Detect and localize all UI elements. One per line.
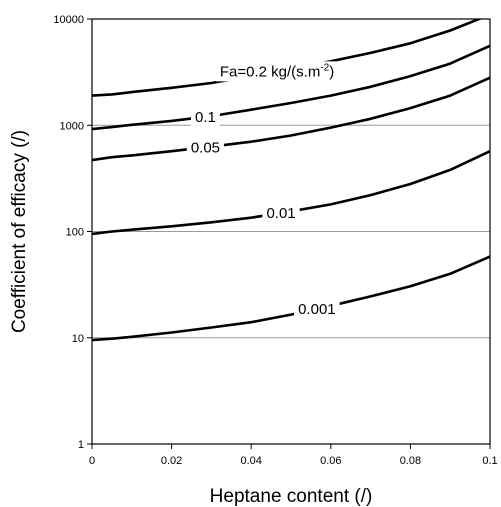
series-label-text: 0.001 — [298, 301, 336, 318]
gridlines — [92, 124, 490, 339]
series-label-0: Fa=0.2 kg/(s.m-2) — [215, 61, 339, 82]
y-tick-label: 10000 — [53, 14, 84, 26]
series-label-text: 0.05 — [191, 139, 220, 156]
series-label-main: Fa=0.2 kg/(s.m — [220, 63, 320, 80]
y-axis-title: Coefficient of efficacy (/) — [9, 130, 30, 333]
series-label-background — [186, 138, 225, 158]
x-tick-label: 0.08 — [400, 455, 421, 467]
x-tick-label: 0.04 — [240, 455, 261, 467]
series-label-main: 0.001 — [298, 301, 336, 318]
series-label-text: Fa=0.2 kg/(s.m-2) — [220, 62, 334, 80]
series-label-main: 0.01 — [266, 205, 295, 222]
x-tick-label: 0.06 — [320, 455, 341, 467]
series-label-background — [191, 107, 220, 127]
series-label-text: 0.1 — [195, 109, 216, 126]
curve-labels: Fa=0.2 kg/(s.m-2) 0.1 0.05 0.01 0.001 — [186, 61, 340, 319]
y-tick-label: 1000 — [60, 120, 84, 132]
x-tick-label: 0.02 — [161, 455, 182, 467]
series-label-superscript: -2 — [320, 62, 329, 73]
series-label-background — [215, 61, 339, 82]
series-line-1 — [92, 44, 490, 131]
series-label-4: 0.001 — [294, 299, 340, 319]
y-tick-label: 100 — [66, 227, 84, 239]
y-tick-label: 10 — [72, 333, 84, 345]
series-label-tail: ) — [329, 63, 334, 80]
series-label-background — [262, 203, 300, 223]
axis-ticks: 1 10 100 1000 10000 0 0.02 0.04 0.06 0.08 0.1 — [53, 14, 497, 467]
series-line-4 — [92, 255, 490, 342]
series-line-2 — [92, 76, 490, 162]
series-label-background — [294, 299, 340, 319]
series-label-main: 0.1 — [195, 109, 216, 126]
series-label-1: 0.1 — [191, 107, 220, 127]
x-tick-label: 0 — [89, 455, 95, 467]
x-axis-title: Heptane content (/) — [210, 486, 373, 507]
series-label-3: 0.01 — [262, 203, 300, 223]
series-line-0 — [92, 19, 483, 97]
series-label-2: 0.05 — [186, 138, 225, 158]
series-label-text: 0.01 — [266, 205, 295, 222]
x-tick-label: 0.1 — [482, 455, 497, 467]
y-tick-label: 1 — [78, 439, 84, 451]
series-label-main: 0.05 — [191, 139, 220, 156]
